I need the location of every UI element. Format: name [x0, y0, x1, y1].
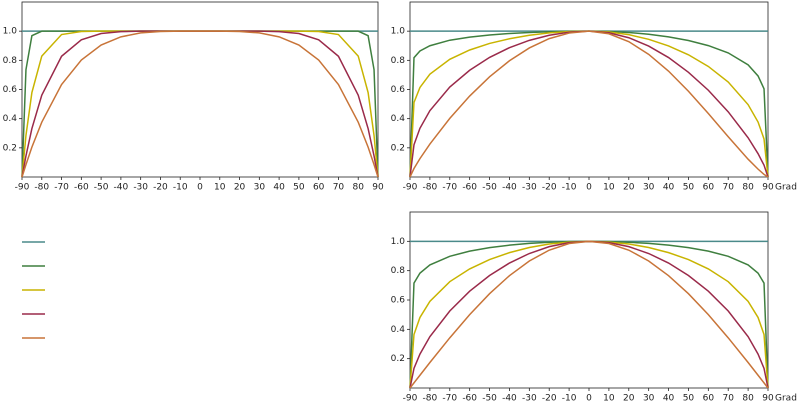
y-tick-label: 0.4: [391, 114, 406, 124]
x-axis-label: Grad: [775, 394, 797, 402]
y-tick-label: 0.2: [391, 143, 405, 153]
x-tick-label: -10: [173, 183, 188, 193]
x-tick-label: 80: [742, 183, 754, 193]
plot-frame: [21, 1, 379, 178]
x-tick-label: -70: [442, 394, 457, 402]
plot-frame: [409, 211, 769, 389]
x-tick-label: 90: [372, 183, 384, 193]
x-tick-label: -40: [502, 183, 517, 193]
x-tick-label: -30: [522, 183, 537, 193]
series-line: [21, 30, 379, 178]
x-tick-label: -40: [114, 183, 129, 193]
x-tick-label: -90: [403, 394, 418, 402]
x-tick-label: -80: [423, 183, 438, 193]
x-tick-label: 30: [643, 183, 655, 193]
y-tick-label: 0.4: [391, 325, 406, 335]
x-tick-label: 60: [313, 183, 325, 193]
x-tick-label: 50: [683, 394, 695, 402]
x-tick-label: -30: [133, 183, 148, 193]
y-tick-label: 0.6: [3, 85, 18, 95]
y-tick-label: 0.4: [3, 114, 18, 124]
y-tick-label: 1.0: [3, 27, 18, 37]
x-tick-label: 0: [197, 183, 203, 193]
x-tick-label: 40: [273, 183, 285, 193]
y-tick-label: 0.2: [391, 354, 405, 364]
series-line: [21, 30, 379, 178]
y-tick-label: 1.0: [391, 237, 406, 247]
series-line: [409, 240, 769, 389]
x-tick-label: -20: [153, 183, 168, 193]
x-tick-label: 70: [333, 183, 345, 193]
x-tick-label: -90: [403, 183, 418, 193]
series-line: [409, 30, 769, 178]
x-tick-label: 10: [214, 183, 226, 193]
x-tick-label: 60: [703, 394, 715, 402]
y-tick-label: 0.6: [391, 296, 406, 306]
x-tick-label: -70: [442, 183, 457, 193]
x-tick-label: 40: [663, 183, 675, 193]
x-tick-label: 0: [586, 394, 592, 402]
x-tick-label: -60: [74, 183, 89, 193]
y-tick-label: 0.8: [391, 266, 406, 276]
x-tick-label: 80: [352, 183, 364, 193]
x-tick-label: 10: [603, 394, 615, 402]
x-tick-label: 70: [722, 394, 734, 402]
x-tick-label: -40: [502, 394, 517, 402]
x-tick-label: -20: [542, 394, 557, 402]
x-tick-label: -60: [462, 394, 477, 402]
plot-frame: [409, 1, 769, 178]
series-line: [409, 240, 769, 389]
x-tick-label: -20: [542, 183, 557, 193]
series-line: [21, 30, 379, 178]
x-tick-label: -80: [423, 394, 438, 402]
x-tick-label: -10: [562, 183, 577, 193]
series-line: [21, 30, 379, 178]
y-tick-label: 0.8: [3, 56, 18, 66]
series-line: [409, 240, 769, 389]
x-tick-label: -90: [15, 183, 30, 193]
x-tick-label: 70: [722, 183, 734, 193]
x-tick-label: -10: [562, 394, 577, 402]
x-tick-label: -50: [482, 394, 497, 402]
x-tick-label: 40: [663, 394, 675, 402]
series-line: [409, 240, 769, 389]
y-tick-label: 1.0: [391, 27, 406, 37]
x-tick-label: 50: [683, 183, 695, 193]
y-tick-label: 0.8: [391, 56, 406, 66]
x-tick-label: 60: [703, 183, 715, 193]
x-tick-label: -80: [34, 183, 49, 193]
x-tick-label: -30: [522, 394, 537, 402]
x-tick-label: -70: [54, 183, 69, 193]
x-tick-label: 10: [603, 183, 615, 193]
x-tick-label: 20: [623, 183, 635, 193]
x-tick-label: 90: [762, 183, 774, 193]
x-tick-label: 50: [293, 183, 305, 193]
x-tick-label: 0: [586, 183, 592, 193]
x-axis-label: Grad: [775, 183, 797, 193]
x-tick-label: -50: [482, 183, 497, 193]
series-line: [409, 30, 769, 178]
x-tick-label: -60: [462, 183, 477, 193]
x-tick-label: 20: [234, 183, 246, 193]
y-tick-label: 0.6: [391, 85, 406, 95]
x-tick-label: 30: [643, 394, 655, 402]
x-tick-label: 20: [623, 394, 635, 402]
x-tick-label: -50: [94, 183, 109, 193]
y-tick-label: 0.2: [3, 143, 17, 153]
x-tick-label: 90: [762, 394, 774, 402]
x-tick-label: 30: [254, 183, 266, 193]
x-tick-label: 80: [742, 394, 754, 402]
